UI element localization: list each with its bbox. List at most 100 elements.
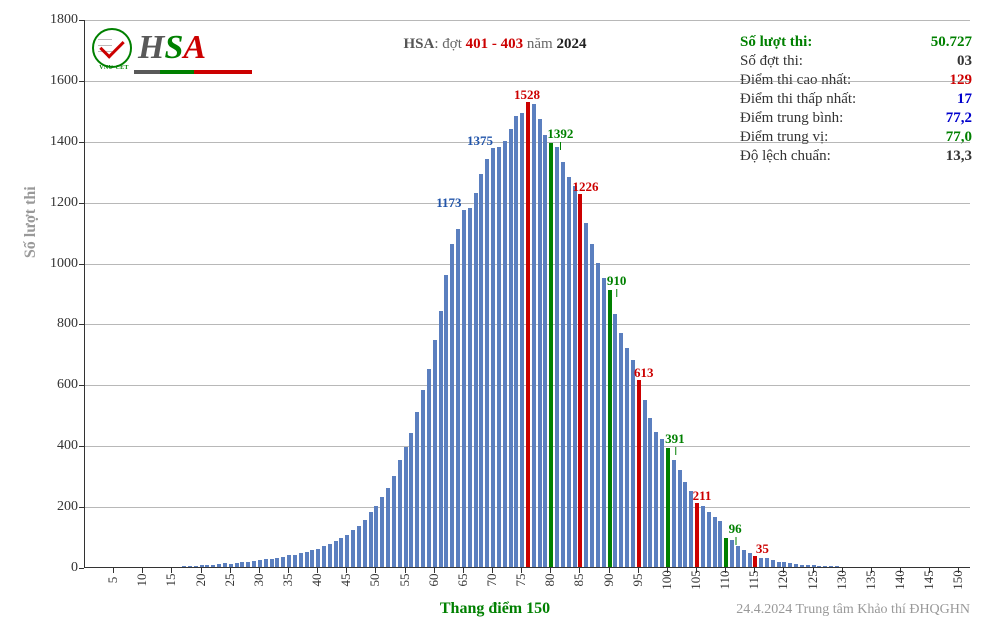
histogram-bar [753, 556, 757, 567]
histogram-bar [532, 104, 536, 567]
histogram-bar [759, 558, 763, 567]
histogram-bar [573, 186, 577, 567]
x-tick-label: 135 [863, 570, 879, 590]
histogram-bar [427, 369, 431, 567]
histogram-bar [648, 418, 652, 567]
histogram-bar [246, 562, 250, 567]
x-tick-label: 15 [163, 574, 179, 587]
histogram-bar [631, 360, 635, 567]
histogram-bar [281, 557, 285, 567]
histogram-bar [316, 549, 320, 567]
histogram-bar [200, 565, 204, 567]
footer-text: 24.4.2024 Trung tâm Khảo thí ĐHQGHN [736, 602, 970, 618]
histogram-bar [619, 333, 623, 567]
histogram-bar [334, 541, 338, 567]
histogram-bar [701, 506, 705, 567]
x-tick-label: 140 [892, 570, 908, 590]
histogram-bar [835, 566, 839, 567]
histogram-bar [229, 564, 233, 567]
histogram-bar [270, 559, 274, 567]
histogram-bar [450, 244, 454, 567]
x-tick-label: 65 [455, 574, 471, 587]
x-tick-label: 90 [601, 574, 617, 587]
histogram-bar [444, 275, 448, 567]
x-tick-label: 85 [571, 574, 587, 587]
x-tick-label: 150 [950, 570, 966, 590]
histogram-bar [462, 210, 466, 567]
x-tick-label: 95 [630, 574, 646, 587]
x-tick-label: 110 [717, 570, 733, 589]
x-tick-label: 55 [397, 574, 413, 587]
histogram-bar [351, 530, 355, 567]
histogram-bar [788, 563, 792, 567]
bar-value-label: 1528 [514, 87, 540, 103]
x-tick-label: 20 [193, 574, 209, 587]
histogram-bar [672, 460, 676, 567]
histogram-bar [374, 506, 378, 567]
x-tick-label: 35 [280, 574, 296, 587]
histogram-bar [724, 538, 728, 567]
histogram-bar [240, 562, 244, 567]
histogram-bar [695, 503, 699, 567]
x-tick-label: 5 [105, 577, 121, 584]
histogram-bar [305, 552, 309, 567]
histogram-bar [392, 476, 396, 567]
histogram-bar [182, 566, 186, 567]
histogram-bar [637, 380, 641, 567]
bar-value-label: 1392 [547, 126, 573, 142]
histogram-bar [666, 448, 670, 567]
histogram-bar [380, 497, 384, 567]
histogram-bar [806, 565, 810, 567]
histogram-bar [252, 561, 256, 567]
x-tick-label: 115 [746, 570, 762, 589]
bar-value-label: 1173 [436, 195, 461, 211]
x-tick-label: 45 [338, 574, 354, 587]
histogram-bar [771, 560, 775, 567]
x-tick-label: 30 [251, 574, 267, 587]
histogram-bar [503, 141, 507, 567]
bar-value-label: 1226 [572, 179, 598, 195]
y-tick-label: 1200 [28, 195, 78, 211]
bar-value-label: 910 [607, 273, 627, 289]
x-tick-label: 145 [921, 570, 937, 590]
histogram-bar [549, 143, 553, 567]
histogram-bar [474, 193, 478, 567]
x-tick-label: 50 [367, 574, 383, 587]
histogram-bar [782, 562, 786, 567]
histogram-bar [398, 460, 402, 567]
histogram-bar [596, 263, 600, 567]
histogram-bar [817, 566, 821, 567]
histogram-bar [555, 147, 559, 567]
histogram-bar [409, 433, 413, 567]
histogram-bar [742, 550, 746, 567]
y-tick-label: 1400 [28, 134, 78, 150]
histogram-bar [328, 544, 332, 567]
histogram-bar [660, 439, 664, 567]
histogram-bar [386, 488, 390, 567]
bar-value-label: 211 [693, 488, 712, 504]
histogram-bar [299, 553, 303, 567]
histogram-bar [584, 223, 588, 567]
histogram-bar [748, 553, 752, 567]
histogram-bar [310, 550, 314, 567]
x-tick-label: 125 [805, 570, 821, 590]
y-tick-label: 0 [28, 560, 78, 576]
histogram-bar [567, 177, 571, 567]
histogram-bar [188, 566, 192, 567]
histogram-bar [736, 546, 740, 567]
histogram-bar [223, 563, 227, 567]
histogram-bar [602, 278, 606, 567]
y-tick-label: 200 [28, 499, 78, 515]
histogram-bar [707, 512, 711, 567]
histogram-bar [404, 447, 408, 567]
histogram-bar [497, 147, 501, 567]
histogram-bar [526, 102, 530, 567]
x-tick-label: 105 [688, 570, 704, 590]
histogram-bar [713, 517, 717, 567]
histogram-bar [625, 348, 629, 567]
histogram-bar [765, 558, 769, 567]
histogram-bar [235, 563, 239, 567]
y-tick-label: 800 [28, 316, 78, 332]
histogram-bar [205, 565, 209, 567]
histogram-bar [509, 129, 513, 567]
